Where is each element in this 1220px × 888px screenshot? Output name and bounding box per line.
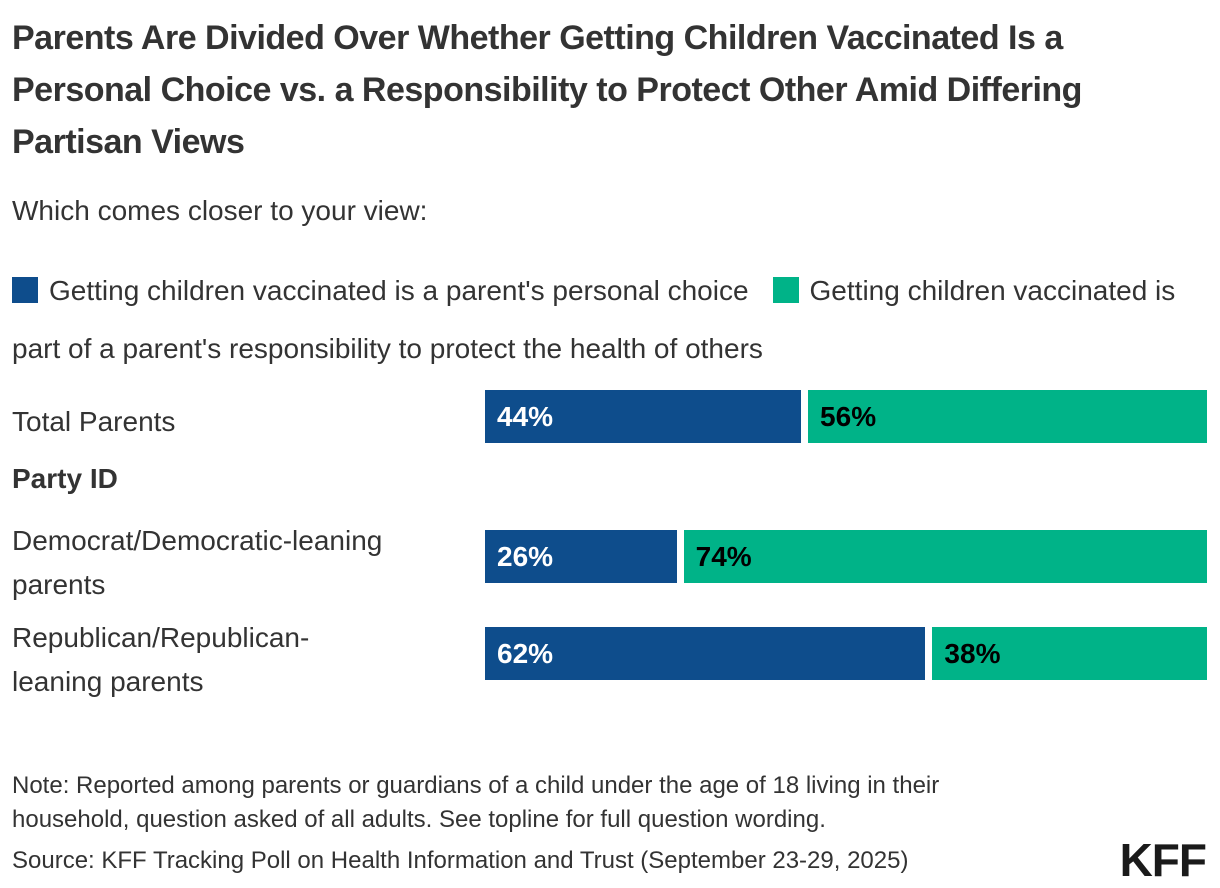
bar-row-republican: 62% 38% — [485, 627, 1207, 680]
kff-logo: KFF — [1119, 834, 1207, 886]
bar-row-total-parents: 44% 56% — [485, 390, 1207, 443]
legend: Getting children vaccinated is a parent'… — [12, 262, 1192, 378]
bar-segment: 38% — [932, 627, 1207, 680]
section-header-party-id: Party ID — [12, 463, 118, 494]
footnote: Note: Reported among parents or guardian… — [12, 772, 940, 833]
legend-item-personal-choice: Getting children vaccinated is a parent'… — [12, 275, 749, 306]
legend-item-responsibility: Getting children vaccinated is part of a… — [12, 275, 1175, 364]
row-label-total-parents: Total Parents — [12, 406, 176, 437]
legend-label-personal-choice: Getting children vaccinated is a parent'… — [49, 275, 749, 306]
legend-swatch-blue-icon — [12, 277, 38, 303]
bar-segment: 62% — [485, 627, 926, 680]
source-line: Source: KFF Tracking Poll on Health Info… — [12, 847, 909, 874]
legend-swatch-green-icon — [772, 277, 799, 303]
row-label-democrat: Democrat/Democratic-leaning parents — [12, 525, 383, 600]
chart-question: Which comes closer to your view: — [12, 195, 428, 226]
bar-segment: 44% — [485, 390, 802, 443]
bar-segment: 74% — [683, 530, 1207, 583]
bar-segment: 26% — [485, 530, 677, 583]
row-label-republican: Republican/Republican-leaning parents — [12, 622, 310, 697]
bar-row-democrat: 26% 74% — [485, 530, 1207, 583]
legend-label-responsibility: Getting children vaccinated is part of a… — [12, 275, 1176, 364]
bar-segment: 56% — [808, 390, 1207, 443]
chart-title: Parents Are Divided Over Whether Getting… — [12, 19, 1082, 161]
